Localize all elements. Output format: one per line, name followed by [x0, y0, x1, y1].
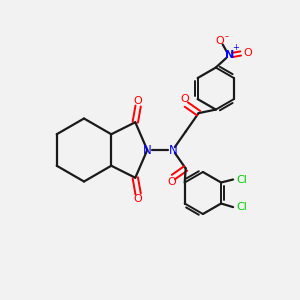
Text: +: +	[232, 43, 239, 52]
Text: N: N	[143, 143, 152, 157]
Text: Cl: Cl	[237, 175, 248, 184]
Text: N: N	[225, 50, 234, 60]
Text: O: O	[215, 37, 224, 46]
Text: O: O	[134, 194, 142, 204]
Text: O: O	[167, 177, 176, 188]
Text: N: N	[168, 143, 177, 157]
Text: O: O	[180, 94, 189, 104]
Text: -: -	[224, 31, 228, 41]
Text: O: O	[134, 96, 142, 106]
Text: Cl: Cl	[237, 202, 248, 212]
Text: O: O	[244, 49, 252, 58]
